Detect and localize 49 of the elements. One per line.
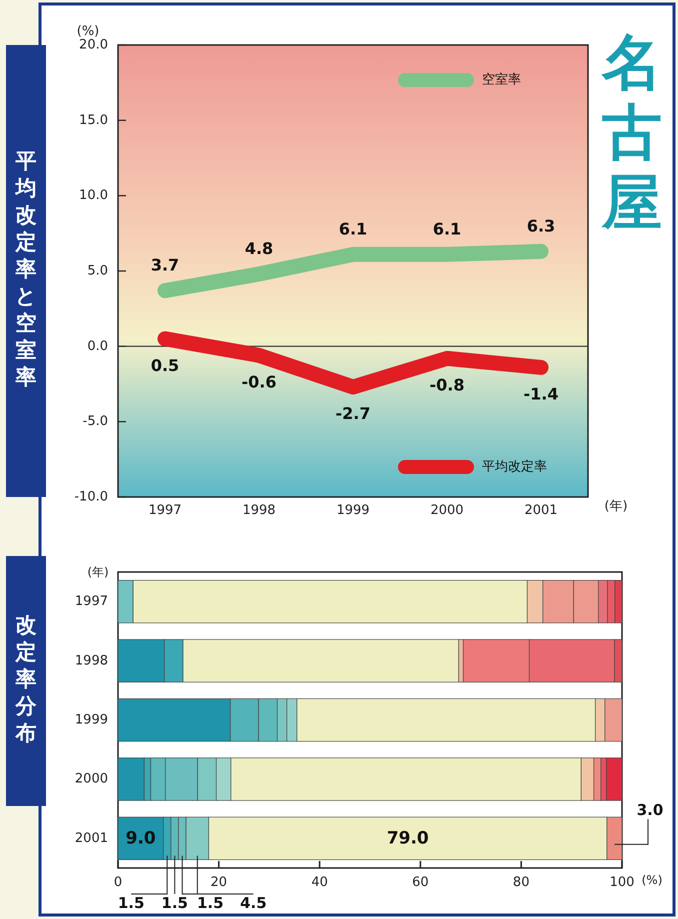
data-label: 6.1 bbox=[432, 219, 462, 238]
data-label: -1.4 bbox=[524, 384, 558, 404]
chart-title: 平均改定率と空室率 bbox=[15, 148, 37, 389]
data-label: 6.1 bbox=[338, 219, 368, 238]
legend-label: 空室率 bbox=[482, 72, 521, 88]
data-label: 79.0 bbox=[386, 828, 429, 848]
x-axis-title: (年) bbox=[604, 499, 628, 514]
data-label: -0.8 bbox=[430, 375, 464, 394]
x-tick-label: 2001 bbox=[524, 503, 558, 518]
x-axis-title: (%) bbox=[642, 873, 662, 887]
y-tick-label: 1997 bbox=[74, 594, 108, 610]
y-tick-label: -5.0 bbox=[82, 414, 108, 430]
x-tick-label: 0 bbox=[114, 875, 122, 890]
x-tick-label: 20 bbox=[210, 875, 228, 890]
y-axis-title: (%) bbox=[76, 24, 100, 39]
text: 名古屋 bbox=[601, 28, 662, 238]
data-label: 1.5 bbox=[118, 894, 144, 912]
y-tick-label: 0.0 bbox=[87, 338, 108, 354]
x-tick-label: 40 bbox=[311, 875, 328, 890]
data-label: 9.0 bbox=[126, 828, 156, 848]
y-tick-label: 20.0 bbox=[79, 38, 108, 52]
data-label: 6.3 bbox=[526, 216, 556, 236]
data-label: 4.5 bbox=[240, 894, 267, 912]
y-tick-label: 1998 bbox=[74, 653, 108, 668]
data-label: 3.7 bbox=[150, 256, 180, 275]
data-label: 1.5 bbox=[161, 894, 188, 912]
x-tick-label: 80 bbox=[512, 875, 530, 890]
data-label: 1.5 bbox=[196, 894, 224, 912]
data-label: 3.0 bbox=[636, 801, 664, 820]
data-label: -2.7 bbox=[336, 404, 370, 424]
x-tick-label: 1998 bbox=[242, 503, 276, 518]
y-tick-label: 15.0 bbox=[79, 112, 108, 128]
x-tick-label: 100 bbox=[610, 875, 634, 890]
text: 改定率分布 bbox=[14, 612, 38, 745]
y-tick-label: 1999 bbox=[74, 712, 108, 728]
x-tick-label: 60 bbox=[412, 875, 429, 890]
legend-label: 平均改定率 bbox=[482, 458, 547, 474]
x-tick-label: 2000 bbox=[430, 503, 464, 518]
x-tick-label: 1997 bbox=[148, 503, 182, 518]
y-axis-title: (年) bbox=[87, 565, 109, 579]
y-tick-label: -10.0 bbox=[74, 490, 108, 504]
data-label: 0.5 bbox=[150, 356, 180, 375]
data-label: -0.6 bbox=[242, 372, 276, 392]
x-tick-label: 1999 bbox=[336, 503, 370, 518]
data-label: 4.8 bbox=[244, 239, 274, 258]
y-tick-label: 2000 bbox=[74, 772, 108, 787]
y-tick-label: 5.0 bbox=[87, 264, 108, 278]
y-tick-label: 10.0 bbox=[79, 188, 108, 204]
y-tick-label: 2001 bbox=[74, 830, 108, 846]
